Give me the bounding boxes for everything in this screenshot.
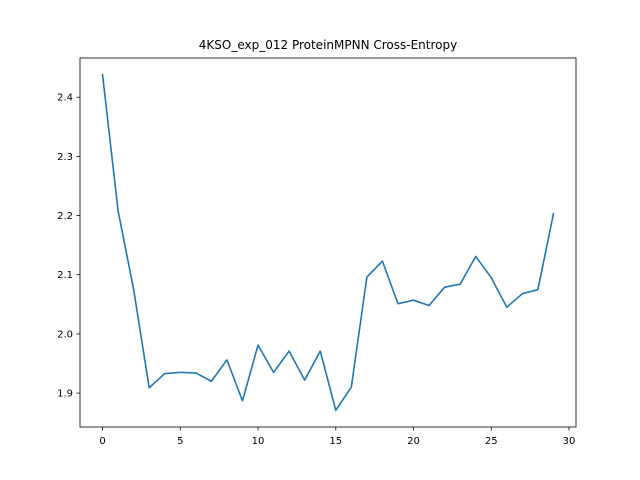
plot-background bbox=[80, 58, 576, 427]
y-tick-label: 2.1 bbox=[57, 270, 73, 281]
series-layer bbox=[101, 73, 555, 412]
y-tick-label: 2.3 bbox=[57, 152, 73, 163]
y-tick-label: 2.0 bbox=[57, 329, 73, 340]
y-tick-label: 2.2 bbox=[57, 211, 73, 222]
x-tick-label: 30 bbox=[563, 436, 576, 447]
x-tick-label: 25 bbox=[485, 436, 498, 447]
plot-area: 0 5 10 15 20 25 30 1.9 2.0 2.1 2.2 2.3 2.4 bbox=[57, 57, 577, 447]
x-tick-label: 5 bbox=[177, 436, 183, 447]
x-tick-label: 15 bbox=[329, 436, 342, 447]
y-axis: 1.9 2.0 2.1 2.2 2.3 2.4 bbox=[57, 93, 80, 400]
x-axis: 0 5 10 15 20 25 30 bbox=[99, 427, 575, 447]
y-tick-label: 1.9 bbox=[57, 389, 73, 400]
series-line bbox=[101, 73, 555, 412]
x-tick-label: 10 bbox=[252, 436, 265, 447]
x-tick-label: 20 bbox=[407, 436, 420, 447]
chart-title: 4KSO_exp_012 ProteinMPNN Cross-Entropy bbox=[199, 38, 457, 52]
y-tick-label: 2.4 bbox=[57, 93, 73, 104]
plot-frame bbox=[79, 57, 577, 428]
x-tick-label: 0 bbox=[99, 436, 105, 447]
